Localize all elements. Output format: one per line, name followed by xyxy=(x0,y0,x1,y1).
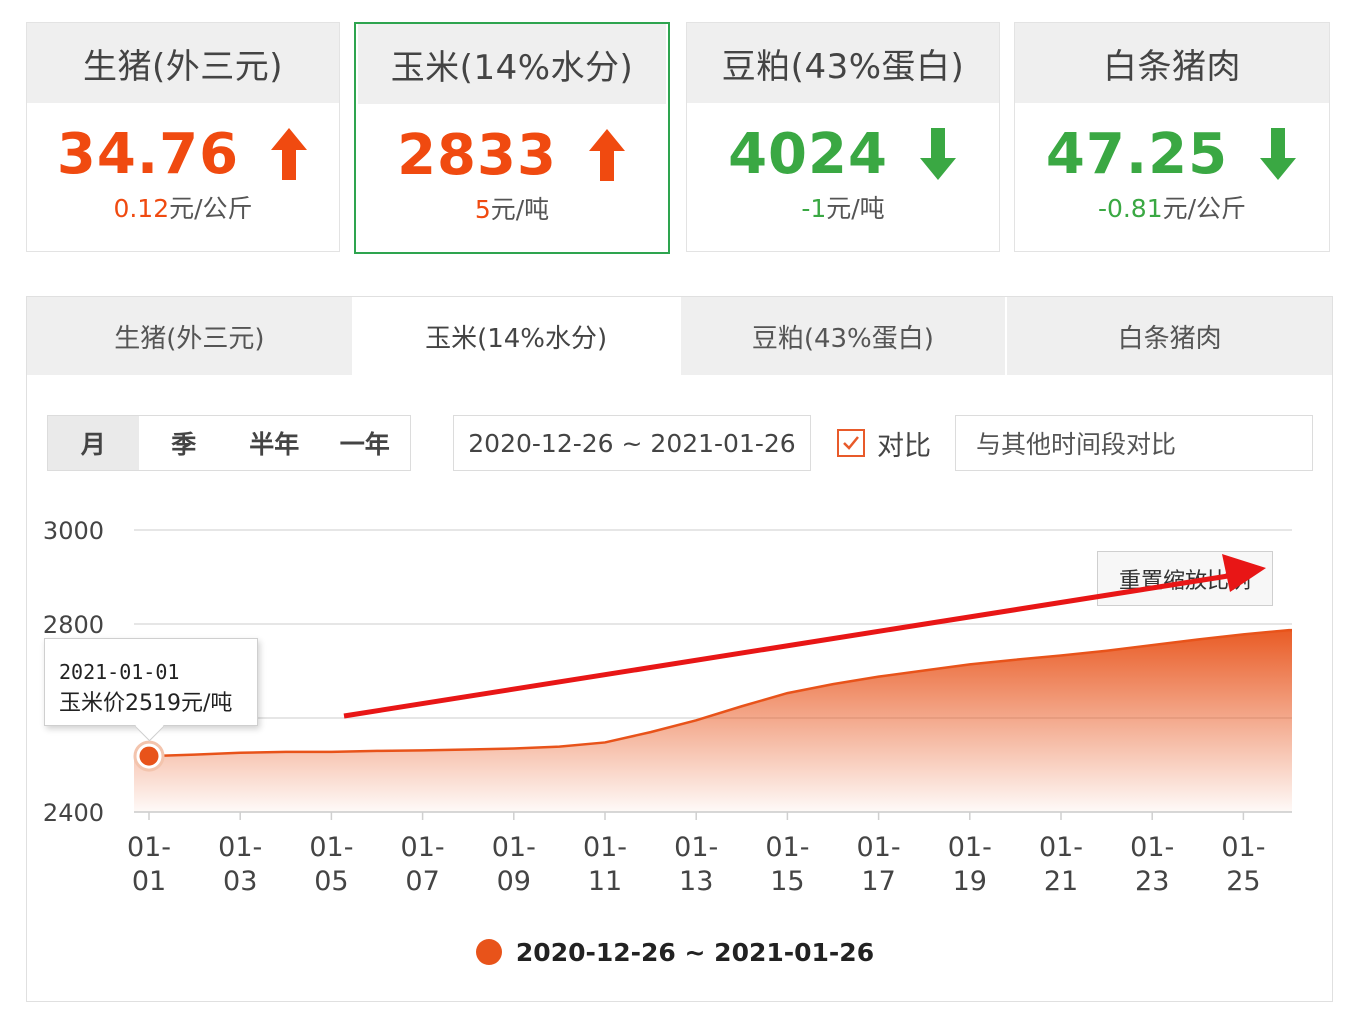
tab-soymeal[interactable]: 豆粕(43%蛋白) xyxy=(680,297,1008,375)
range-month-button[interactable]: 月 xyxy=(48,416,139,470)
price-cards: 生猪(外三元) 34.76 0.12元/公斤 玉米(14%水分) 2833 5元… xyxy=(26,22,1330,254)
tab-pork[interactable]: 白条猪肉 xyxy=(1007,297,1332,375)
date-range-input[interactable]: 2020-12-26 ~ 2021-01-26 xyxy=(453,415,811,471)
card-change-value: -0.81 xyxy=(1097,194,1163,223)
reset-zoom-button[interactable]: 重置缩放比例 xyxy=(1097,551,1273,606)
x-tick-label: 01-13 xyxy=(674,832,718,897)
range-quarter-button[interactable]: 季 xyxy=(171,430,197,459)
price-card-soymeal[interactable]: 豆粕(43%蛋白) 4024 -1元/吨 xyxy=(686,22,1000,252)
card-title: 玉米(14%水分) xyxy=(358,24,666,104)
tab-pig[interactable]: 生猪(外三元) xyxy=(27,297,354,375)
y-tick-label: 3000 xyxy=(43,517,104,545)
x-tick-label: 01-21 xyxy=(1039,832,1083,897)
x-tick-label: 01-01 xyxy=(127,832,171,897)
card-price: 34.76 xyxy=(56,121,240,187)
x-tick-label: 01-25 xyxy=(1221,832,1265,897)
x-tick-label: 01-17 xyxy=(857,832,901,897)
y-tick-label: 2800 xyxy=(43,611,104,639)
chart-toolbar: 月 季 半年 一年 2020-12-26 ~ 2021-01-26 对比 与其他… xyxy=(47,415,1315,471)
card-change-unit: 元/公斤 xyxy=(169,194,253,223)
x-tick-label: 01-23 xyxy=(1130,832,1174,897)
x-tick-label: 01-07 xyxy=(401,832,445,897)
card-title: 白条猪肉 xyxy=(1015,23,1329,103)
chart-tooltip: 2021-01-01 玉米价2519元/吨 xyxy=(44,638,258,726)
card-change-unit: 元/吨 xyxy=(826,194,885,223)
x-tick-label: 01-19 xyxy=(948,832,992,897)
y-tick-label: 2400 xyxy=(43,799,104,827)
x-tick-label: 01-11 xyxy=(583,832,627,897)
card-change-value: 5 xyxy=(474,195,491,224)
price-card-pig[interactable]: 生猪(外三元) 34.76 0.12元/公斤 xyxy=(26,22,340,252)
arrow-down-icon xyxy=(919,128,956,180)
card-change-unit: 元/公斤 xyxy=(1162,194,1247,223)
card-price: 4024 xyxy=(728,121,888,187)
card-change-value: 0.12 xyxy=(113,194,170,223)
card-change-value: -1 xyxy=(801,194,827,223)
tooltip-value: 玉米价2519元/吨 xyxy=(59,691,233,716)
tab-corn[interactable]: 玉米(14%水分) xyxy=(353,297,681,375)
card-title: 生猪(外三元) xyxy=(27,23,339,103)
x-tick-label: 01-03 xyxy=(218,832,262,897)
tooltip-date: 2021-01-01 xyxy=(59,660,180,684)
x-tick-label: 01-15 xyxy=(765,832,809,897)
compare-period-input[interactable]: 与其他时间段对比 xyxy=(955,415,1313,471)
checkmark-icon xyxy=(843,436,859,450)
arrow-down-icon xyxy=(1260,128,1297,180)
range-halfyear-button[interactable]: 半年 xyxy=(249,430,300,459)
compare-label: 对比 xyxy=(877,430,931,462)
card-change-unit: 元/吨 xyxy=(490,195,550,224)
compare-checkbox[interactable] xyxy=(837,429,865,457)
range-selector: 月 季 半年 一年 xyxy=(47,415,411,471)
arrow-up-icon xyxy=(588,129,625,181)
arrow-up-icon xyxy=(271,128,308,180)
card-price: 47.25 xyxy=(1045,121,1229,187)
x-tick-label: 01-09 xyxy=(492,832,536,897)
data-point xyxy=(139,746,159,766)
price-card-pork[interactable]: 白条猪肉 47.25 -0.81元/公斤 xyxy=(1014,22,1330,252)
compare-toggle[interactable]: 对比 xyxy=(837,415,931,471)
range-year-button[interactable]: 一年 xyxy=(339,430,390,459)
legend-marker xyxy=(475,939,502,965)
x-tick-label: 01-05 xyxy=(309,832,353,897)
price-card-corn[interactable]: 玉米(14%水分) 2833 5元/吨 xyxy=(354,22,670,254)
card-title: 豆粕(43%蛋白) xyxy=(687,23,999,103)
legend-label: 2020-12-26 ~ 2021-01-26 xyxy=(515,937,875,967)
commodity-tabs: 生猪(外三元) 玉米(14%水分) 豆粕(43%蛋白) 白条猪肉 xyxy=(27,297,1332,375)
chart-legend[interactable]: 2020-12-26 ~ 2021-01-26 xyxy=(0,934,1350,970)
card-price: 2833 xyxy=(397,122,557,188)
